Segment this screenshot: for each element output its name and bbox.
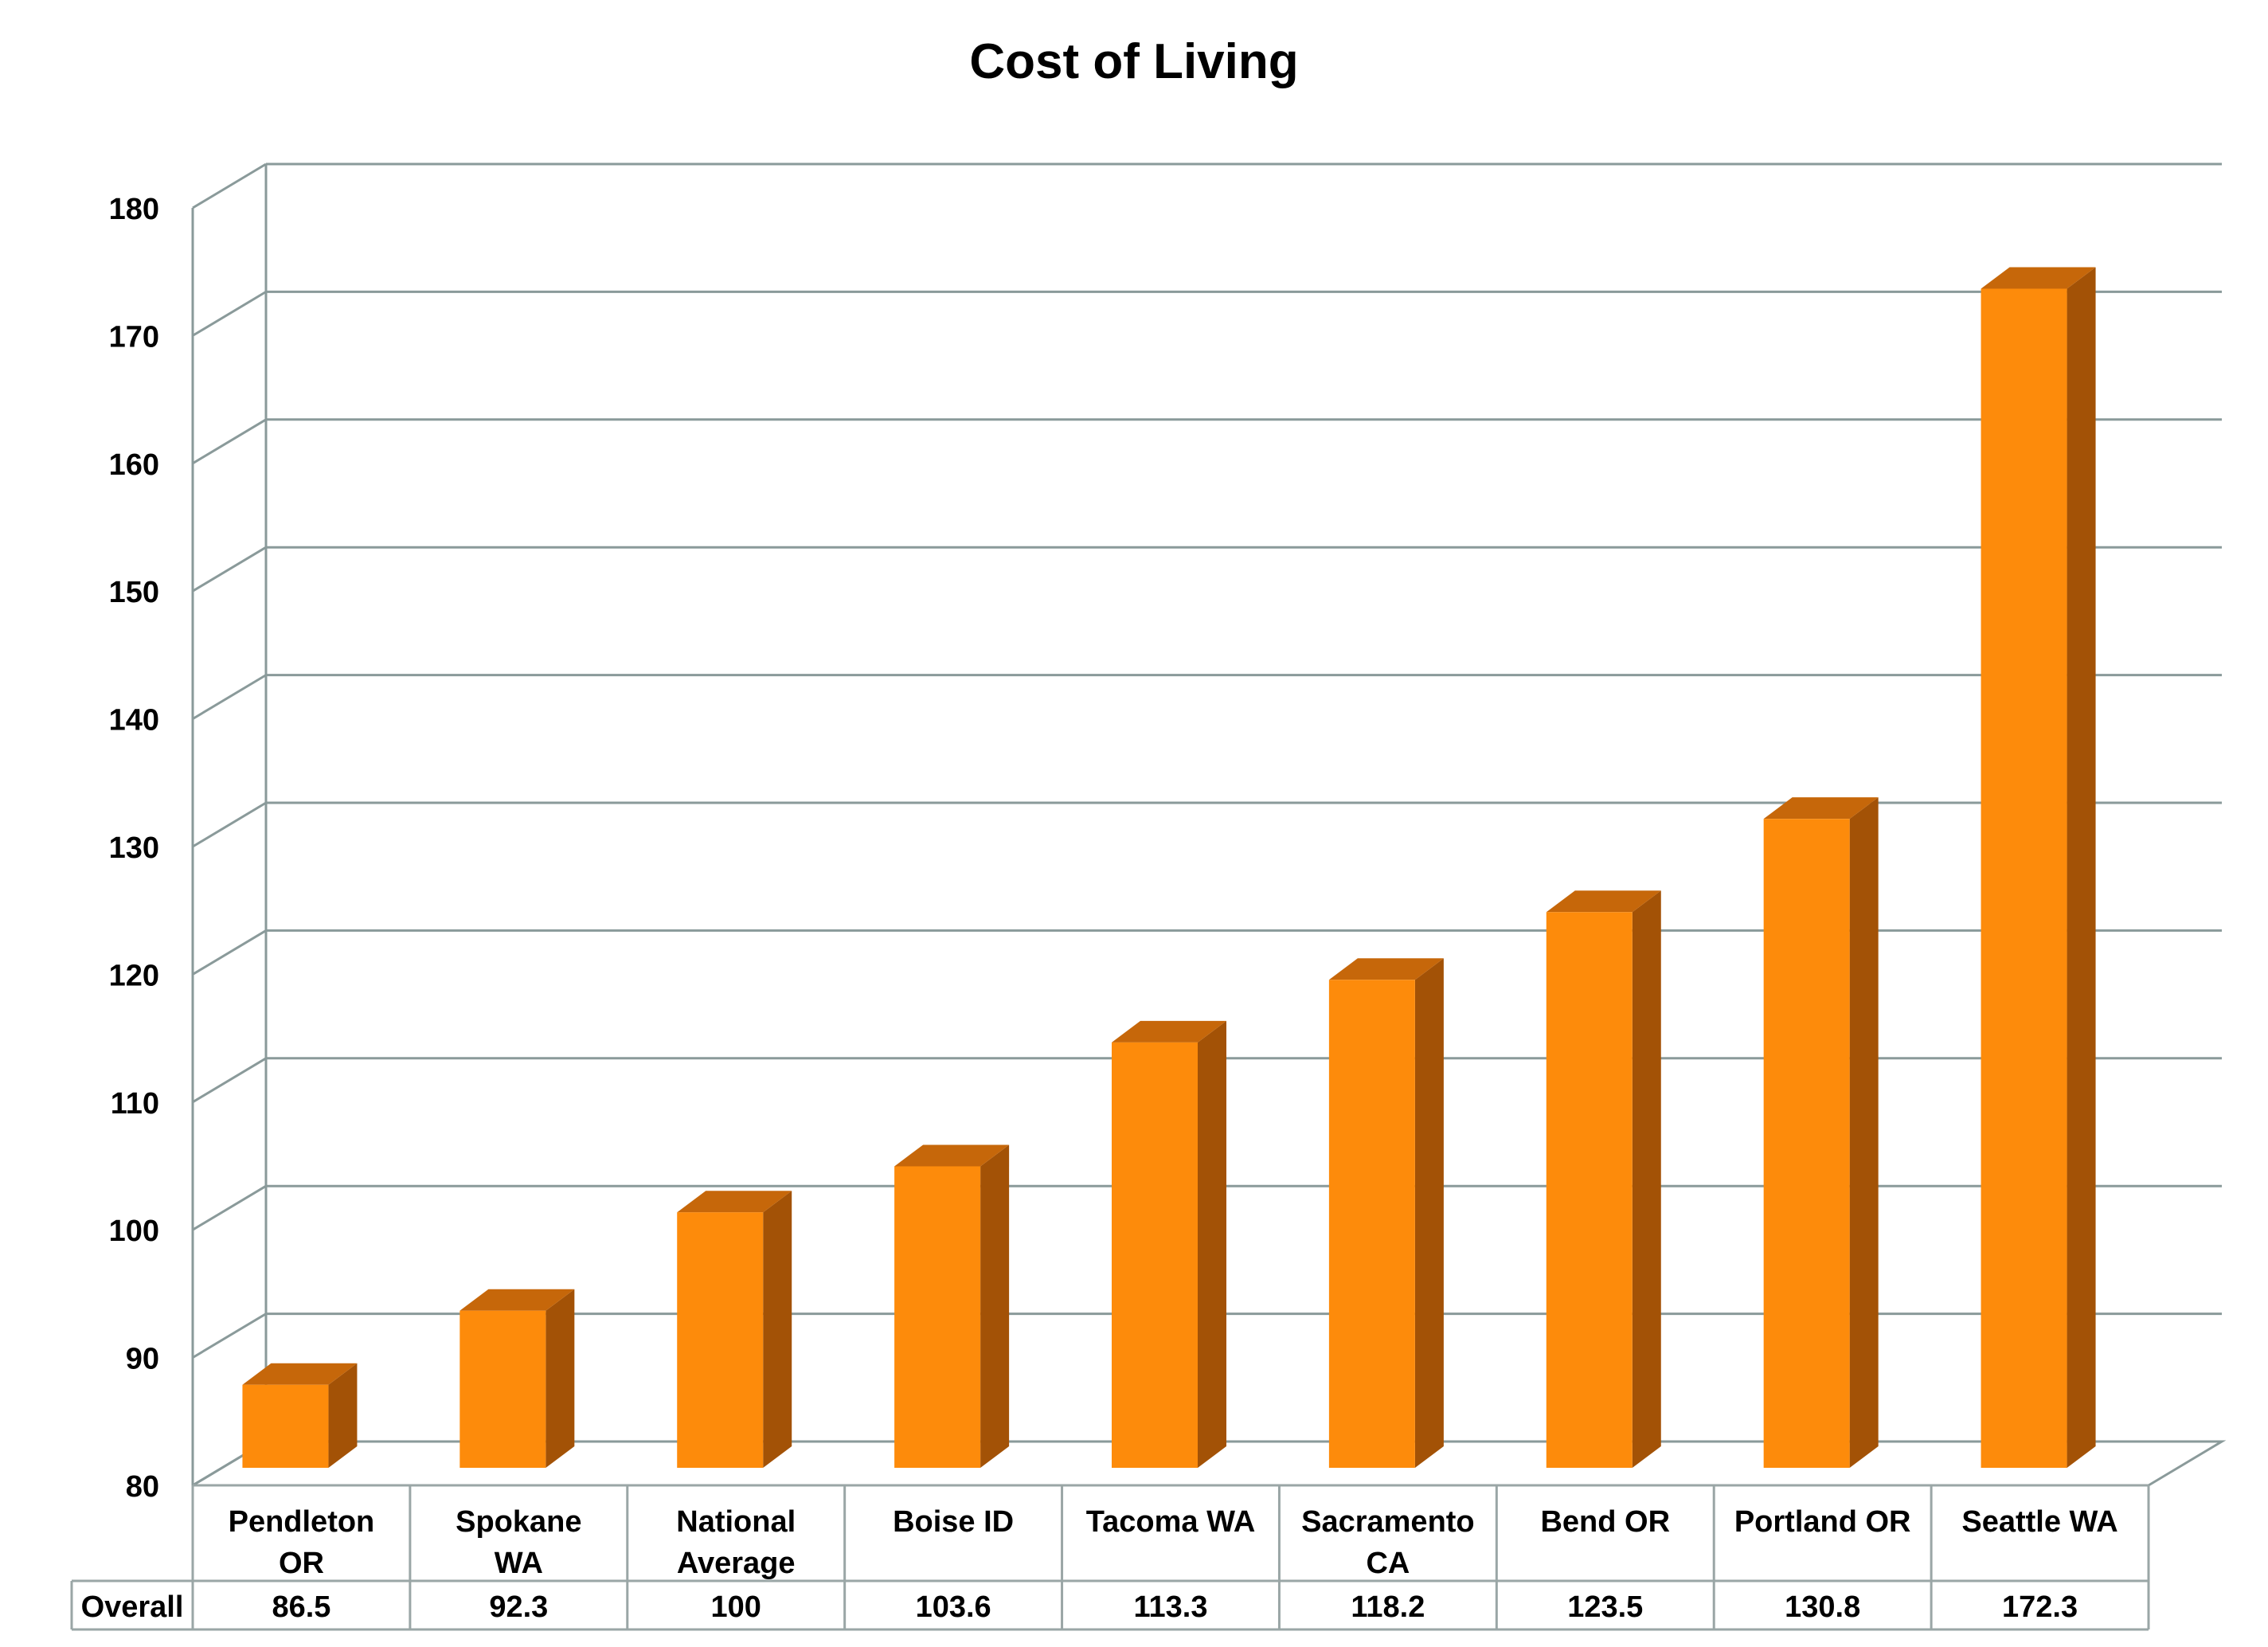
- gridline-diagonal: [192, 1184, 267, 1231]
- chart-title: Cost of Living: [969, 34, 1298, 89]
- bar-front: [894, 1166, 981, 1468]
- gridline-diagonal: [192, 291, 267, 337]
- bar-side: [328, 1363, 358, 1468]
- gridlines: [191, 162, 2227, 1487]
- data-value-label: 103.6: [916, 1590, 991, 1624]
- y-tick-label: 110: [111, 1087, 159, 1121]
- bar: [1546, 890, 1661, 1468]
- y-axis-tick-labels: 80 90 100 110 120 130 140 150 160 170 180: [109, 193, 159, 1504]
- x-category-label: CA: [1366, 1547, 1410, 1580]
- bars: [242, 267, 2096, 1468]
- bar-side: [545, 1289, 575, 1468]
- bar-side: [980, 1144, 1010, 1468]
- y-tick-label: 130: [109, 831, 159, 865]
- data-value-label: 86.5: [272, 1590, 330, 1624]
- bar-side: [763, 1191, 792, 1468]
- data-value-label: 118.2: [1351, 1590, 1425, 1624]
- bar-top: [677, 1191, 792, 1213]
- gridline-diagonal: [192, 1057, 267, 1104]
- y-tick-label: 100: [109, 1215, 159, 1248]
- bar-top: [894, 1144, 1010, 1167]
- gridline-diagonal: [192, 674, 267, 720]
- bar-top: [1981, 267, 2096, 289]
- bar-side: [1198, 1020, 1226, 1468]
- x-category-label: Boise ID: [893, 1505, 1014, 1539]
- bar-top: [1763, 797, 1879, 820]
- bar: [894, 1144, 1010, 1468]
- gridline-diagonal: [192, 1313, 267, 1359]
- bar-front: [677, 1212, 764, 1468]
- bar-top: [1112, 1020, 1226, 1043]
- x-category-label: Bend OR: [1540, 1505, 1670, 1539]
- y-tick-label: 170: [109, 320, 159, 354]
- data-value-label: 123.5: [1567, 1590, 1643, 1624]
- x-category-label: Spokane: [456, 1505, 581, 1539]
- x-category-label: OR: [279, 1547, 324, 1580]
- bar-top: [459, 1289, 575, 1311]
- bar: [1328, 958, 1444, 1468]
- gridline-diagonal: [192, 801, 267, 848]
- bar: [459, 1289, 575, 1468]
- x-category-label: Tacoma WA: [1086, 1505, 1256, 1539]
- y-tick-label: 150: [109, 576, 159, 609]
- bar: [677, 1191, 792, 1468]
- y-tick-label: 120: [109, 959, 159, 992]
- x-category-label: WA: [495, 1547, 543, 1580]
- bar-front: [1546, 912, 1633, 1468]
- series-label: Overall: [81, 1590, 184, 1624]
- bar-top: [1546, 890, 1661, 913]
- bar-front: [1328, 980, 1415, 1468]
- x-category-label: Sacramento: [1301, 1505, 1475, 1539]
- bar: [1112, 1020, 1226, 1468]
- bar-side: [1414, 958, 1444, 1468]
- data-value-label: 100: [711, 1590, 761, 1624]
- data-value-label: 172.3: [2002, 1590, 2078, 1624]
- y-tick-label: 180: [109, 193, 159, 226]
- bar-front: [1112, 1042, 1198, 1468]
- x-category-label: Seattle WA: [1961, 1505, 2117, 1539]
- gridline-diagonal: [192, 162, 267, 209]
- bar: [242, 1363, 358, 1468]
- y-tick-label: 140: [109, 704, 159, 737]
- gridline-diagonal: [192, 418, 267, 465]
- y-tick-label: 80: [126, 1470, 159, 1504]
- bar-front: [459, 1310, 546, 1468]
- data-table: Overall Pendleton OR 86.5 Spokane WA 92.3 Natio…: [70, 1484, 2150, 1631]
- data-value-label: 92.3: [489, 1590, 548, 1624]
- floor-outline: [192, 1440, 2227, 1487]
- x-category-label: National: [676, 1505, 796, 1539]
- gridline-diagonal: [192, 546, 267, 593]
- x-category-label: Portland OR: [1734, 1505, 1911, 1539]
- bar-top: [1328, 958, 1444, 980]
- bar: [1763, 797, 1879, 1468]
- x-category-label: Pendleton: [229, 1505, 375, 1539]
- gridline-diagonal: [192, 929, 267, 976]
- y-tick-label: 160: [109, 448, 159, 482]
- data-value-label: 130.8: [1785, 1590, 1860, 1624]
- bar-side: [1632, 890, 1661, 1468]
- bar-front: [1763, 819, 1850, 1468]
- y-tick-label: 90: [126, 1343, 159, 1376]
- bar-front: [242, 1384, 329, 1468]
- bar-side: [2067, 267, 2096, 1468]
- bar-front: [1981, 288, 2067, 1468]
- bar-top: [242, 1363, 358, 1385]
- x-category-label: Average: [677, 1547, 796, 1580]
- bar-side: [1849, 797, 1879, 1468]
- data-value-label: 113.3: [1134, 1590, 1208, 1624]
- bar: [1981, 267, 2096, 1468]
